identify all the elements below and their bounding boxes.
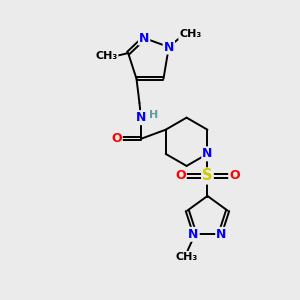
Text: H: H	[149, 110, 158, 120]
Text: S: S	[202, 168, 213, 183]
Text: O: O	[111, 132, 122, 145]
Text: O: O	[175, 169, 186, 182]
Text: O: O	[229, 169, 240, 182]
Text: N: N	[202, 147, 213, 161]
Text: N: N	[188, 228, 199, 241]
Text: CH₃: CH₃	[95, 51, 118, 61]
Text: N: N	[136, 111, 146, 124]
Text: CH₃: CH₃	[175, 252, 197, 262]
Text: N: N	[216, 228, 226, 241]
Text: N: N	[164, 40, 174, 53]
Text: CH₃: CH₃	[179, 29, 201, 39]
Text: N: N	[139, 32, 149, 44]
